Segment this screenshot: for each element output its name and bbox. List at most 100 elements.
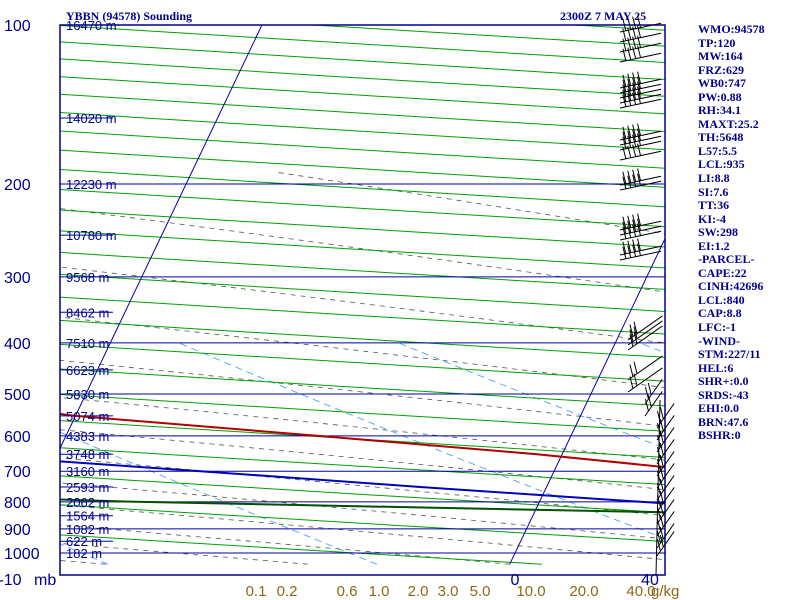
- wind-barb: [627, 315, 663, 341]
- height-label: 3748 m: [66, 447, 109, 462]
- height-label: 4383 m: [66, 429, 109, 444]
- wind-barb: [656, 531, 675, 557]
- mixing-ratio-label: 10.0: [516, 583, 545, 600]
- mixing-ratio-unit-label: g/kg: [651, 583, 679, 600]
- isotherm-line: [60, 25, 263, 450]
- wind-barb: [619, 123, 662, 141]
- dry-adiabat-line: [60, 209, 665, 248]
- parcel-profile: [60, 460, 665, 505]
- dry-adiabat-line: [60, 149, 665, 188]
- index-item: -PARCEL-: [698, 252, 755, 267]
- height-label: 16470 m: [66, 18, 117, 33]
- wind-barb: [627, 320, 663, 346]
- index-item: MW:164: [698, 49, 743, 64]
- valid-time: 2300Z 7 MAY 25: [560, 9, 647, 23]
- mixing-ratio-line: [60, 431, 378, 565]
- mixing-ratio-label: 20.0: [569, 583, 598, 600]
- index-item: FRZ:629: [698, 62, 744, 77]
- index-item: SI:7.6: [698, 184, 729, 199]
- index-item: SW:298: [698, 225, 739, 240]
- height-label: 2062 m: [66, 495, 109, 510]
- dry-adiabat-line: [60, 41, 665, 80]
- temperature-tick-label: -10: [0, 572, 22, 589]
- indices-panel: WMO:94578 TP:120 MW:164 FRZ:629 WB0:747 PW:0.…: [698, 22, 798, 443]
- dry-adiabat-line: [60, 58, 665, 97]
- height-label: 1564 m: [66, 509, 109, 524]
- pressure-tick-label: 900: [4, 522, 31, 539]
- height-label: 182 m: [66, 546, 102, 561]
- dry-adiabat-line: [60, 112, 665, 151]
- plot-frame: [59, 24, 666, 576]
- wind-barb: [644, 379, 663, 405]
- index-item: LI:8.8: [698, 171, 730, 186]
- dry-adiabat-line: [60, 251, 665, 290]
- index-item: SHR+:0.0: [698, 374, 749, 389]
- wind-barb: [656, 523, 675, 549]
- index-item: LCL:935: [698, 157, 745, 172]
- index-item: BSHR:0: [698, 428, 741, 443]
- wind-barb: [619, 86, 662, 104]
- pressure-tick-label: 700: [4, 464, 31, 481]
- index-item: TT:36: [698, 198, 730, 213]
- wind-barb: [619, 243, 662, 261]
- temperature-tick-label: 0: [511, 572, 520, 589]
- height-label: 10780 m: [66, 228, 117, 243]
- height-label: 1082 m: [66, 522, 109, 537]
- dry-adiabat-line: [60, 76, 665, 115]
- index-item: PW:0.88: [698, 89, 742, 104]
- index-item: RH:34.1: [698, 103, 741, 118]
- index-item: WMO:94578: [698, 22, 765, 36]
- dry-adiabat-line: [60, 25, 665, 64]
- mixing-ratio-label: 0.2: [277, 583, 298, 600]
- isotherm-line: [509, 237, 665, 565]
- dry-adiabat-line: [60, 368, 665, 407]
- wind-barb: [619, 71, 662, 89]
- height-label: 12230 m: [66, 177, 117, 192]
- wind-barb: [619, 76, 662, 94]
- wind-barb: [619, 218, 662, 236]
- mixing-ratio-label: 5.0: [470, 583, 491, 600]
- mixing-ratio-label: 3.0: [438, 583, 459, 600]
- wind-barb: [619, 223, 662, 241]
- index-item: LFC:-1: [698, 320, 736, 335]
- height-label: 5830 m: [66, 387, 109, 402]
- mixing-ratio-label: 0.6: [337, 583, 358, 600]
- pressure-tick-label: 800: [4, 495, 31, 512]
- wind-barb: [627, 325, 663, 351]
- height-label: 622 m: [66, 534, 102, 549]
- pressure-tick-label: 500: [4, 387, 31, 404]
- index-item: STM:227/11: [698, 347, 761, 362]
- dry-adiabat-line: [60, 504, 665, 542]
- pressure-tick-label: 1000: [4, 546, 40, 563]
- temperature-profile: [60, 412, 665, 469]
- station-title: YBBN (94578) Sounding: [66, 9, 193, 23]
- moist-adiabat-line: [60, 266, 665, 344]
- dry-adiabat-line: [60, 168, 665, 208]
- height-label: 5074 m: [66, 409, 109, 424]
- wind-barb: [619, 91, 662, 109]
- mixing-ratio-label: 1.0: [369, 583, 390, 600]
- height-label: 2593 m: [66, 480, 109, 495]
- pressure-tick-label: 200: [4, 177, 31, 194]
- mixing-ratio-label: 2.0: [408, 583, 429, 600]
- index-item: HEL:6: [698, 360, 734, 375]
- height-label: 9568 m: [66, 270, 109, 285]
- wind-barb: [627, 355, 663, 381]
- mixing-ratio-line: [178, 342, 665, 540]
- height-label: 14020 m: [66, 111, 117, 126]
- wind-profile-line: [655, 399, 661, 576]
- dry-adiabat-line: [60, 273, 665, 312]
- wind-barb: [619, 15, 662, 33]
- index-item: LCL:840: [698, 292, 745, 307]
- dry-adiabat-line: [60, 393, 665, 432]
- wind-barb: [619, 45, 662, 63]
- dry-adiabat-line: [60, 93, 665, 133]
- wind-barb: [627, 367, 663, 393]
- wind-barb: [619, 25, 662, 43]
- index-item: MAXT:25.2: [698, 116, 759, 131]
- dry-adiabat-line: [60, 420, 665, 458]
- pressure-unit-label: mb: [34, 572, 56, 589]
- wind-barb: [644, 391, 663, 417]
- wind-barb: [619, 35, 662, 53]
